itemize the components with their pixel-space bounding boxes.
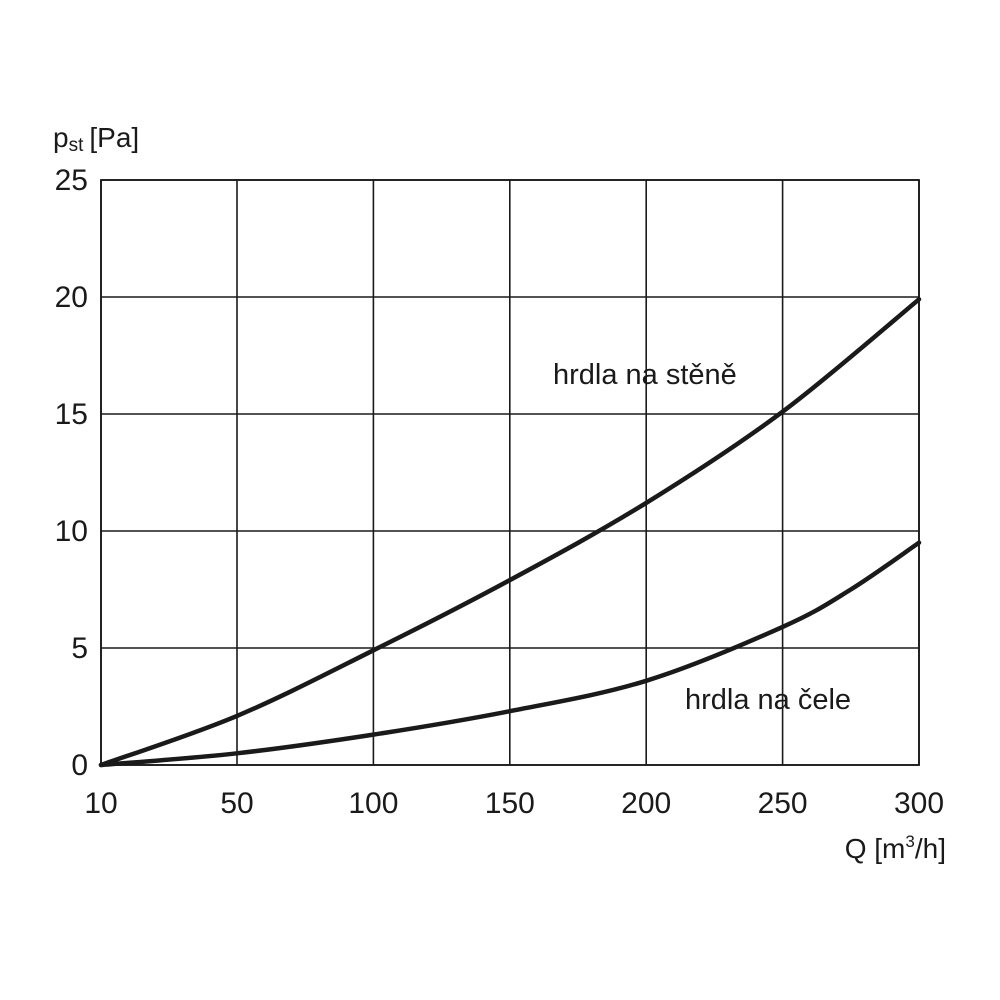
y-axis-unit: [Pa] <box>89 122 139 153</box>
y-tick-label: 0 <box>71 749 88 782</box>
x-tick-label: 100 <box>348 787 398 820</box>
x-axis-unit-superscript: 3 <box>905 832 914 851</box>
grid <box>100 179 920 766</box>
x-tick-label: 150 <box>485 787 535 820</box>
plot-frame <box>100 179 920 766</box>
x-tick-label: 200 <box>621 787 671 820</box>
y-tick-label: 5 <box>71 632 88 665</box>
y-tick-label: 10 <box>55 515 88 548</box>
y-tick-label: 20 <box>55 281 88 314</box>
y-axis-symbol: p <box>53 122 69 153</box>
series-lines <box>98 297 922 768</box>
x-axis-label-suffix: /h] <box>915 833 946 864</box>
tick-labels: 10 50 100 150 200 250 300 0 5 10 15 20 25 <box>55 164 944 820</box>
y-axis-title: pst [Pa] <box>53 122 139 156</box>
y-tick-label: 25 <box>55 164 88 197</box>
y-axis-subscript: st <box>69 135 85 156</box>
y-tick-label: 15 <box>55 398 88 431</box>
series-line-wall <box>98 297 922 768</box>
x-tick-label: 250 <box>758 787 808 820</box>
series-label-front: hrdla na čele <box>685 684 851 716</box>
x-tick-label: 300 <box>894 787 944 820</box>
series-line-front <box>98 540 922 768</box>
series-label-wall: hrdla na stěně <box>553 359 737 391</box>
x-tick-label: 10 <box>84 787 117 820</box>
x-axis-title: Q [m3/h] <box>845 832 946 864</box>
x-tick-label: 50 <box>220 787 253 820</box>
x-axis-label-prefix: Q [m <box>845 833 906 864</box>
